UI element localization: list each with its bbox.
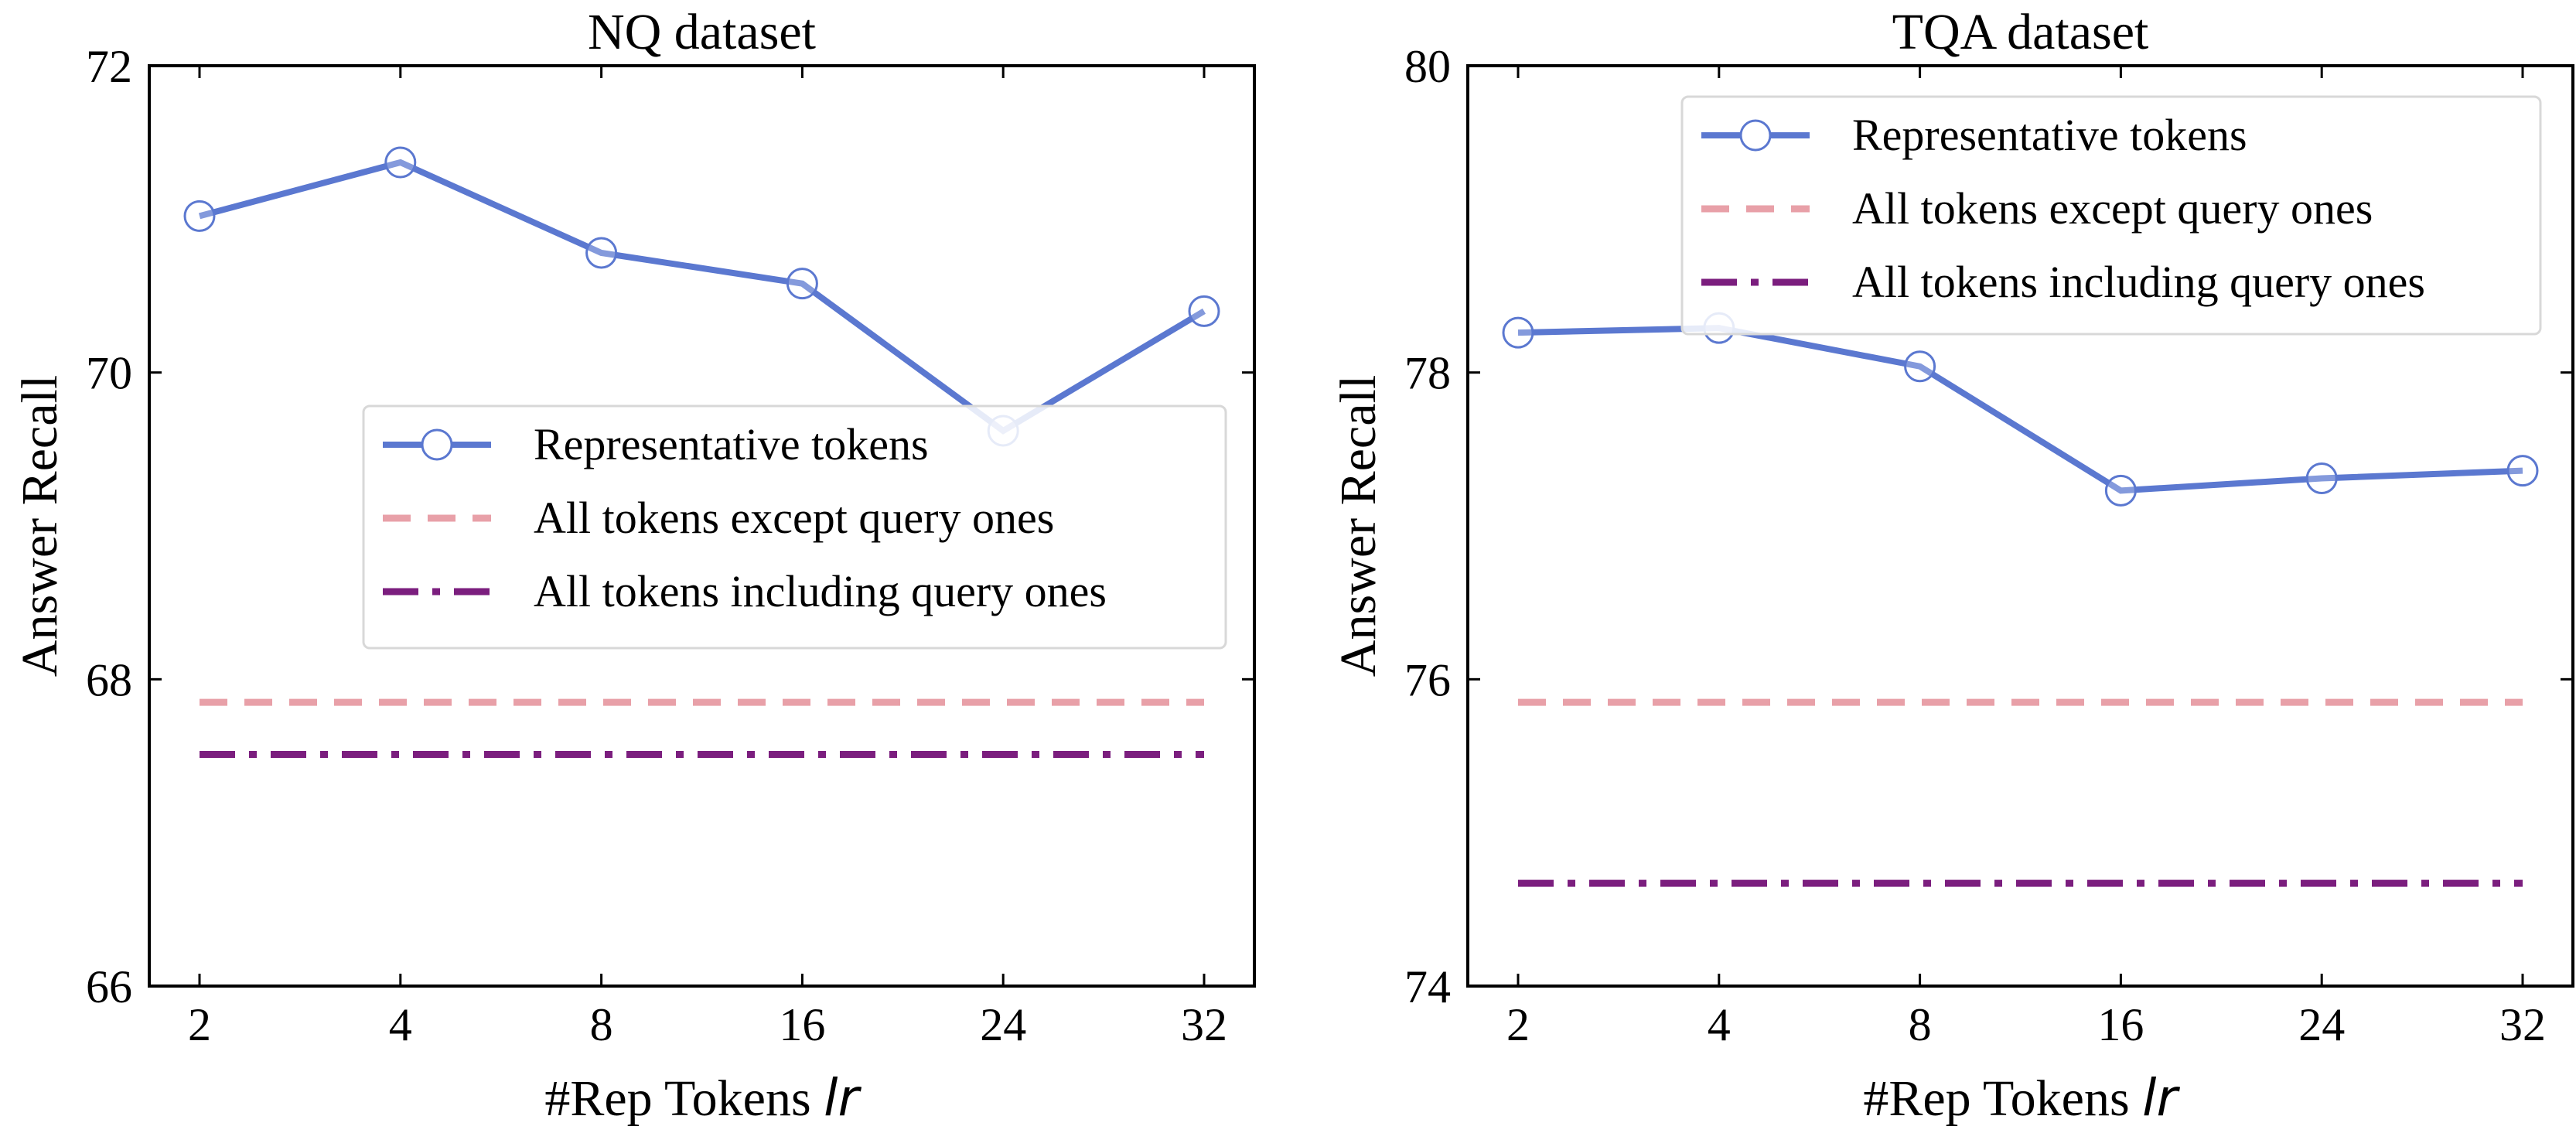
- data-point: [1188, 295, 1220, 327]
- x-tick-label: 8: [590, 999, 613, 1050]
- x-tick-label: 16: [2097, 999, 2144, 1050]
- x-tick-label: 2: [1506, 999, 1530, 1050]
- series-line-0: [1517, 325, 2523, 494]
- x-tick-label: 4: [389, 999, 412, 1050]
- y-tick-label: 68: [86, 654, 132, 705]
- data-point: [2305, 462, 2338, 495]
- x-tick-label: 8: [1909, 999, 1932, 1050]
- data-point: [2506, 455, 2539, 487]
- plot-frame: [148, 64, 1256, 988]
- x-tick-label: 2: [188, 999, 211, 1050]
- x-tick-label: 32: [2499, 999, 2546, 1050]
- data-point: [786, 268, 818, 300]
- data-point: [585, 237, 618, 269]
- legend-label-2: All tokens including query ones: [534, 566, 1107, 616]
- plot-frame: [1466, 64, 2574, 988]
- y-tick-label: 74: [1404, 961, 1451, 1012]
- legend-label-1: All tokens except query ones: [534, 493, 1054, 543]
- y-tick-label: 78: [1404, 348, 1451, 399]
- chart-title: NQ dataset: [588, 4, 816, 60]
- x-tick-label: 32: [1181, 999, 1227, 1050]
- x-axis-label-text: #Rep Tokens: [1863, 1070, 2142, 1127]
- x-tick-label: 4: [1708, 999, 1731, 1050]
- legend-marker: [1739, 119, 1772, 152]
- legend-label-1: All tokens except query ones: [1852, 183, 2373, 234]
- x-tick-label: 24: [980, 999, 1026, 1050]
- x-tick-label: 24: [2298, 999, 2345, 1050]
- x-axis-label: #Rep Tokens lr: [1863, 1068, 2180, 1128]
- data-point: [384, 146, 417, 179]
- legend: Representative tokens All tokens except q…: [1680, 95, 2542, 336]
- y-axis-label: Answer Recall: [12, 375, 68, 677]
- data-point: [1904, 350, 1936, 383]
- series-line-0: [198, 159, 1206, 435]
- x-axis-label: #Rep Tokens lr: [544, 1068, 862, 1128]
- legend-box: [362, 404, 1227, 650]
- y-tick-label: 72: [86, 41, 132, 92]
- y-tick-label: 70: [86, 348, 132, 399]
- y-tick-label: 66: [86, 961, 132, 1012]
- data-point: [2104, 474, 2137, 507]
- legend-label-2: All tokens including query ones: [1852, 257, 2425, 307]
- chart-title: TQA dataset: [1892, 4, 2149, 60]
- legend-box: [1680, 95, 2542, 336]
- x-axis-label-symbol: lr: [2142, 1068, 2180, 1128]
- y-tick-label: 76: [1404, 654, 1451, 705]
- y-axis-label: Answer Recall: [1330, 375, 1387, 677]
- y-tick-label: 80: [1404, 41, 1451, 92]
- data-point: [183, 200, 216, 232]
- legend: Representative tokens All tokens except q…: [362, 404, 1227, 650]
- x-axis-label-symbol: lr: [824, 1068, 862, 1128]
- data-point: [1502, 316, 1534, 349]
- x-axis-label-text: #Rep Tokens: [544, 1070, 824, 1127]
- legend-marker: [421, 428, 453, 461]
- x-tick-label: 16: [779, 999, 825, 1050]
- legend-label-0: Representative tokens: [1852, 110, 2247, 160]
- legend-label-0: Representative tokens: [534, 419, 929, 469]
